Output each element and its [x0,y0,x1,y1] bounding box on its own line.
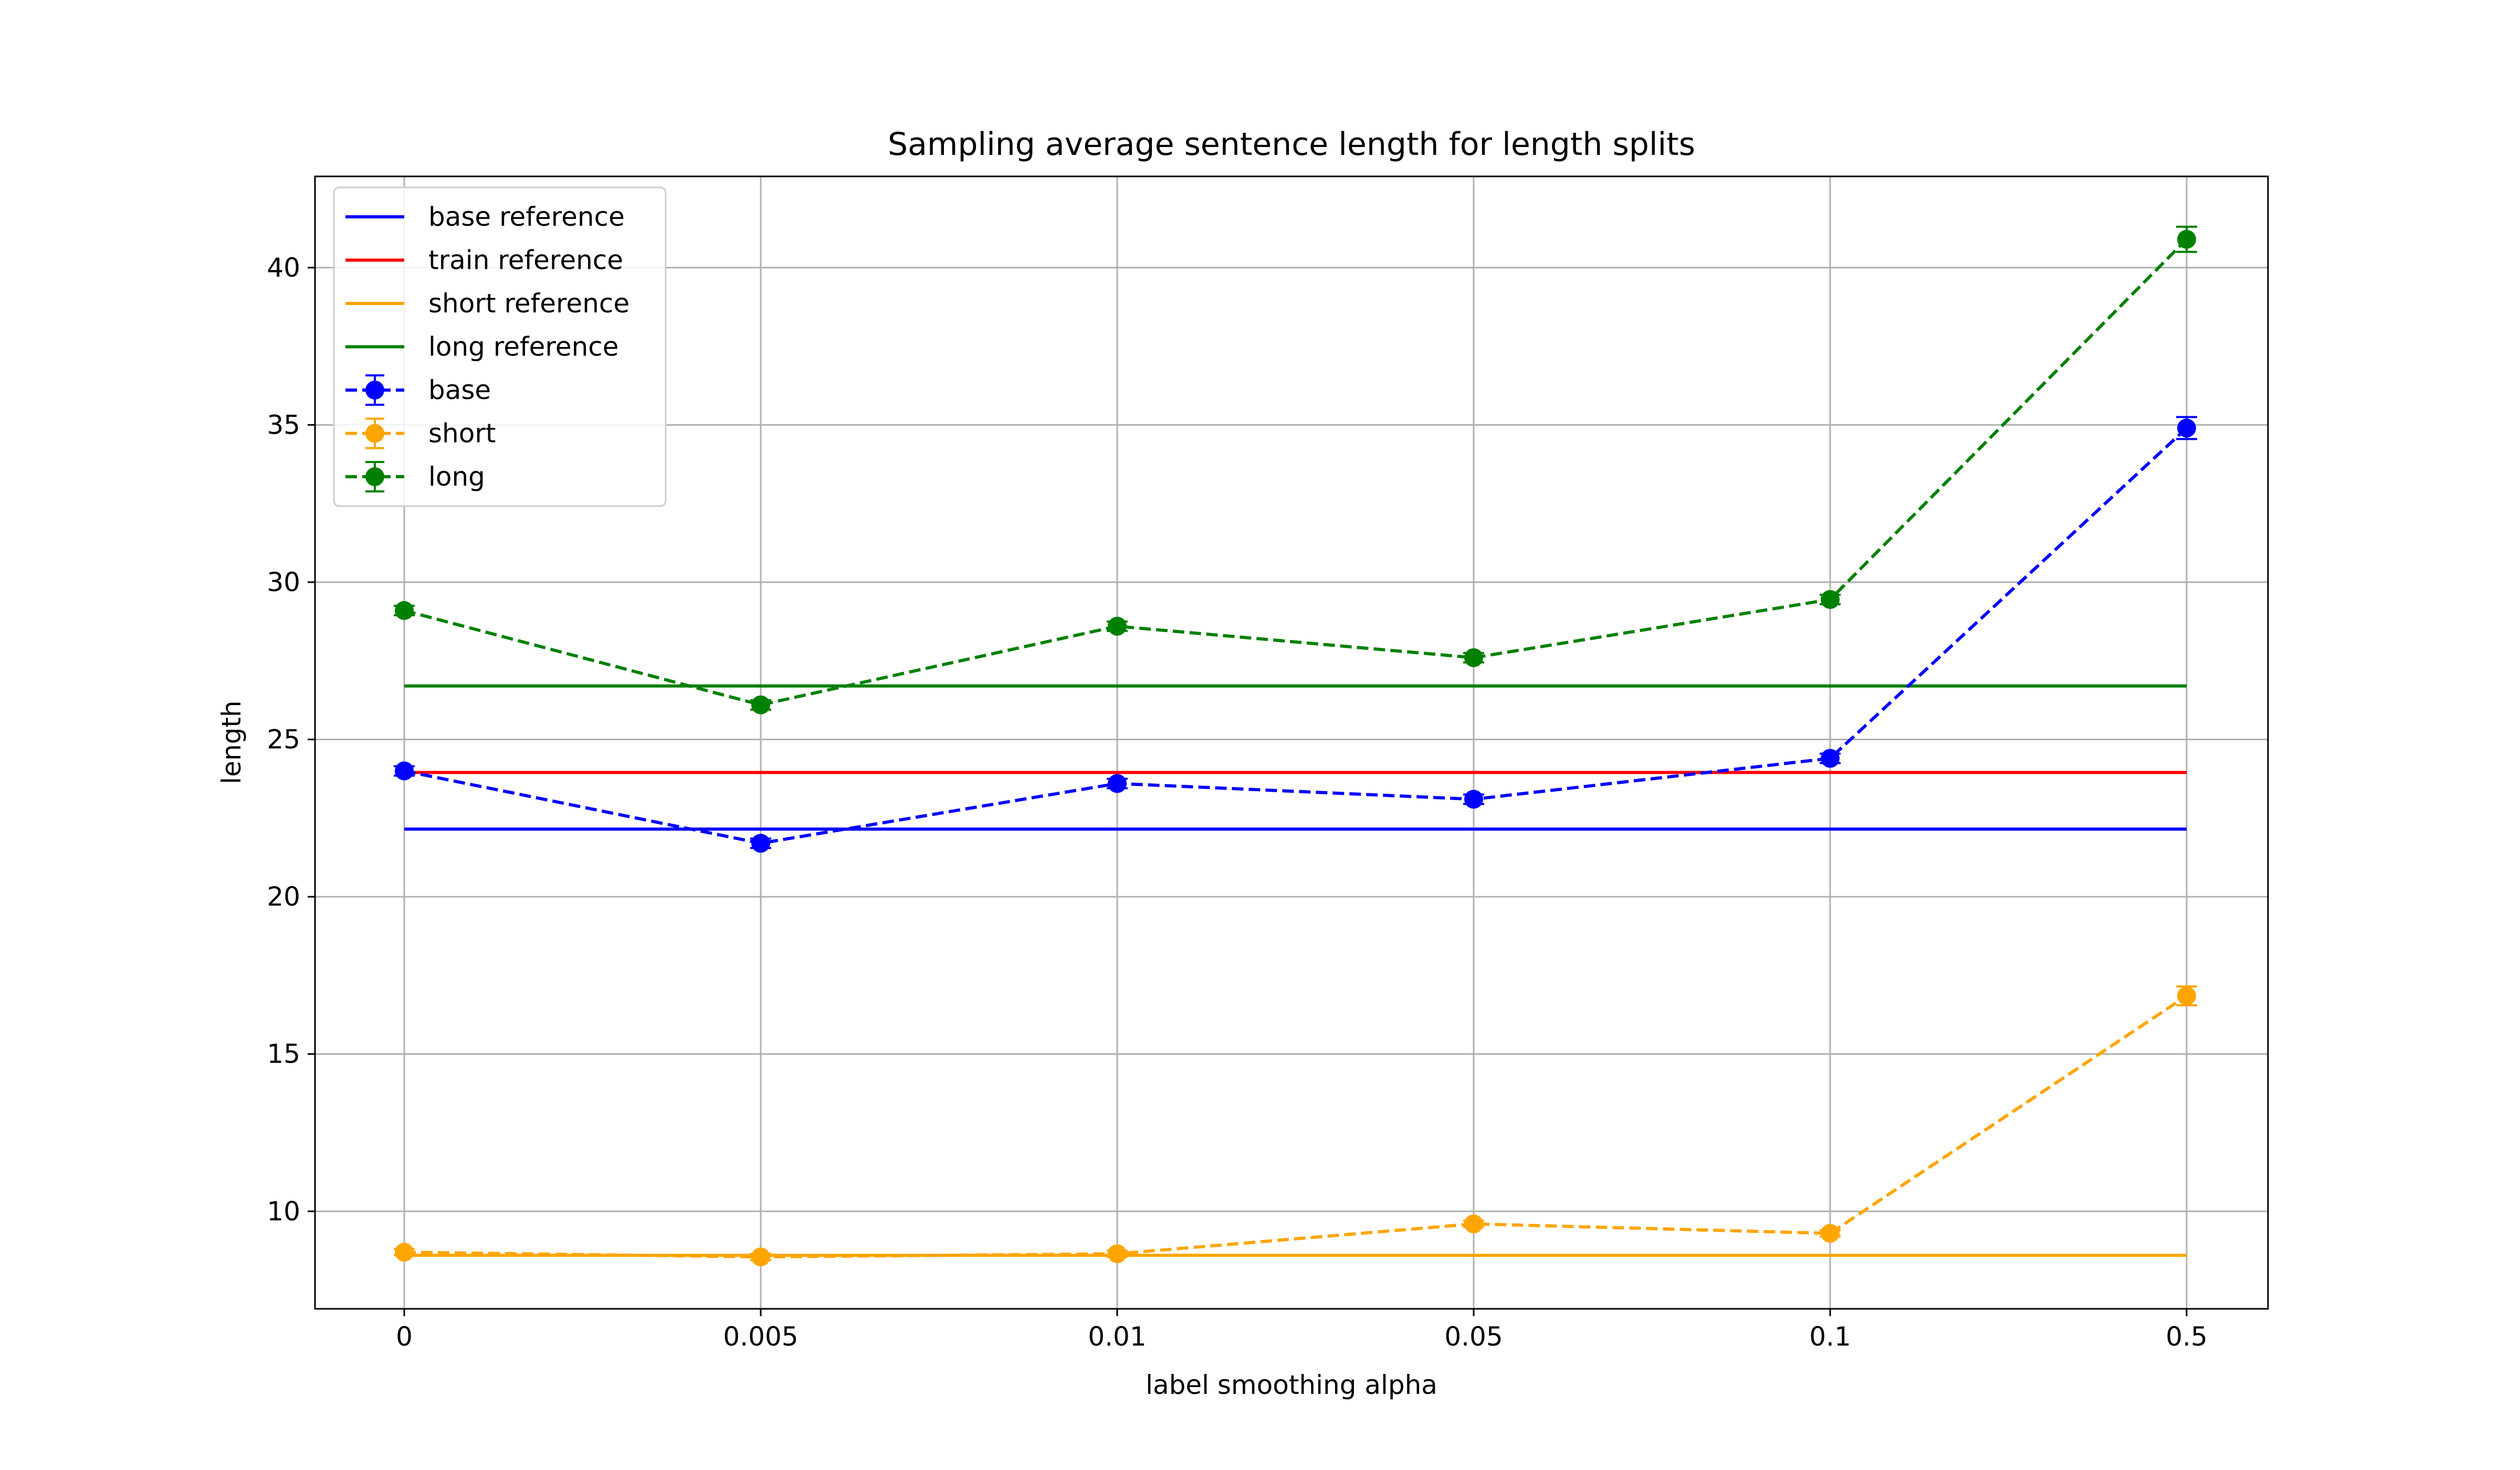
x-axis-label: label smoothing alpha [1146,1370,1437,1400]
y-tick-label: 30 [267,567,300,597]
y-tick-label: 15 [267,1039,300,1069]
base-point [1821,749,1840,768]
long-point [1108,616,1127,636]
short-point [395,1243,414,1262]
short-point [1464,1214,1483,1234]
y-tick-label: 40 [267,253,300,283]
legend-label: base reference [428,202,625,232]
short-point [2177,986,2196,1005]
x-tick-label: 0.05 [1444,1321,1503,1352]
short-point [1821,1224,1840,1243]
base-point [2177,418,2196,438]
axis-ticks: 0 0.005 0.01 0.05 0.1 0.5 10 15 20 25 30 35 40 [267,253,2207,1352]
base-point [395,761,414,781]
long-point [751,695,770,715]
long-point [1821,590,1840,609]
long-point [2177,229,2196,249]
long-series-line [404,238,2188,707]
legend: base reference train reference short refer… [333,186,667,507]
base-point [1108,774,1127,793]
long-point [1464,648,1483,667]
y-tick-label: 20 [267,881,300,912]
plot-frame [314,175,2269,1310]
y-tick-label: 25 [267,724,300,755]
grid [315,176,2268,1309]
legend-box [333,186,667,507]
x-tick-label: 0.5 [2166,1321,2208,1352]
legend-label: short reference [428,288,629,319]
short-point [751,1247,770,1267]
legend-marker [365,467,384,486]
legend-label: long [428,461,485,492]
x-tick-label: 0.005 [723,1321,798,1352]
short-point [1108,1244,1127,1264]
legend-label: base [428,375,491,405]
y-tick-label: 10 [267,1196,300,1226]
base-point [751,834,770,853]
long-point [395,601,414,620]
legend-label: long reference [428,332,619,362]
short-series-line [404,994,2188,1259]
x-tick-label: 0.01 [1088,1321,1146,1352]
data-series [394,225,2197,1267]
legend-label: train reference [428,245,623,276]
chart-title: Sampling average sentence length for len… [888,126,1695,163]
base-series-line [404,427,2188,845]
base-point [1464,790,1483,809]
legend-marker [365,381,384,400]
legend-marker [365,424,384,443]
y-tick-label: 35 [267,410,300,440]
legend-label: short [428,418,496,449]
x-tick-label: 0 [396,1321,413,1352]
y-axis-label: length [216,700,247,784]
x-tick-label: 0.1 [1809,1321,1851,1352]
